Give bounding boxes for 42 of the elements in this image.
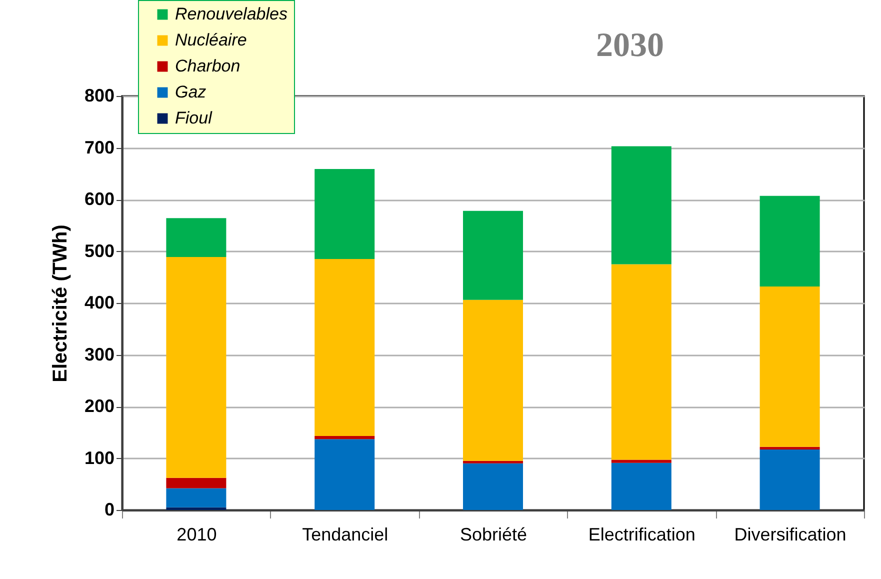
y-tick-label: 100 <box>84 448 114 468</box>
bar <box>166 507 226 510</box>
bar <box>166 256 226 478</box>
bar <box>463 300 523 461</box>
legend-label: Fioul <box>175 108 214 128</box>
bar <box>611 462 672 510</box>
x-tick-label: Sobriété <box>460 524 528 544</box>
chart-title: 2030 <box>595 26 665 66</box>
bar <box>611 460 672 463</box>
x-tick-label: 2010 <box>176 524 217 544</box>
y-tick-label: 200 <box>84 396 114 416</box>
bar <box>314 439 375 510</box>
y-tick-label: 600 <box>84 189 114 209</box>
bar <box>760 446 820 450</box>
bar <box>314 436 375 440</box>
y-tick-label: 800 <box>84 86 114 106</box>
bar <box>314 168 375 260</box>
x-tick-label: Diversification <box>734 524 846 544</box>
bar <box>463 460 523 464</box>
y-tick-label: 500 <box>84 240 114 261</box>
bar <box>463 210 523 300</box>
bar <box>760 286 820 447</box>
bar <box>166 218 226 257</box>
bar <box>463 463 523 510</box>
legend-label: Charbon <box>175 56 240 76</box>
legend-label: Nucléaire <box>175 30 247 50</box>
legend-label: Gaz <box>175 82 207 102</box>
bar <box>166 478 226 488</box>
bar <box>760 196 820 286</box>
bar <box>314 259 375 436</box>
legend-label: Renouvelables <box>175 4 288 24</box>
x-tick-label: Tendanciel <box>302 524 388 544</box>
bar <box>611 264 672 460</box>
bar <box>166 488 226 508</box>
y-tick-label: 400 <box>84 292 114 312</box>
bar <box>760 449 820 510</box>
x-tick-label: Electrification <box>588 524 696 544</box>
y-tick-label: 700 <box>84 137 114 158</box>
y-tick-label: 300 <box>84 344 114 364</box>
y-tick-label: 0 <box>104 500 114 520</box>
y-axis-title: Electricité (TWh) <box>49 224 72 382</box>
bar <box>611 146 672 264</box>
